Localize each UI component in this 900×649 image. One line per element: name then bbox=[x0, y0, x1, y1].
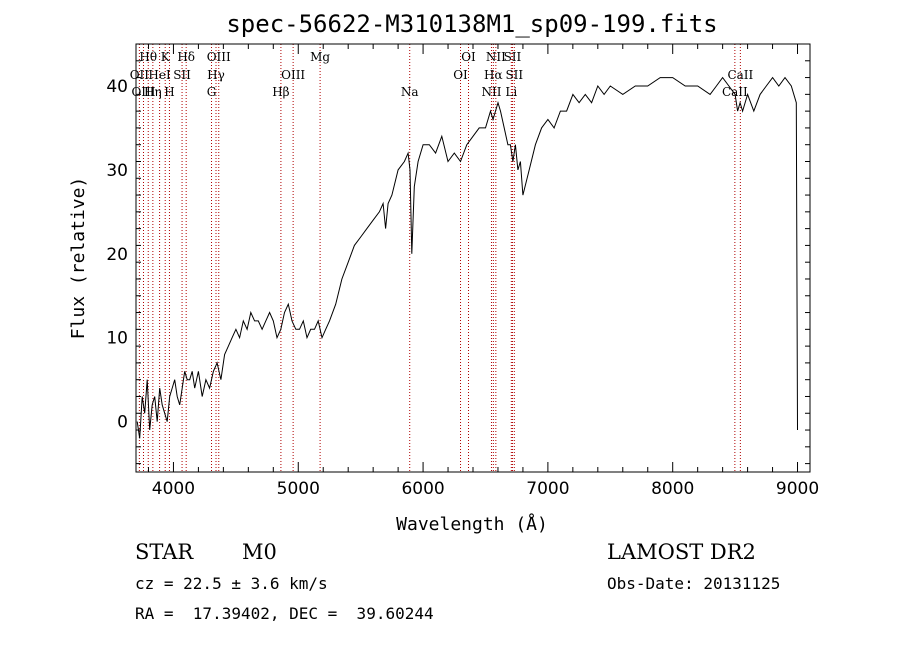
spectral-line-labels: Hθ OII OIII K HeI Hη SII H Hδ OIII Hγ G Mg OIII Hβ Na OI… bbox=[130, 50, 754, 99]
x-tick-label: 9000 bbox=[776, 479, 819, 499]
line-label-15: Na bbox=[401, 85, 419, 99]
x-tick-label: 5000 bbox=[277, 479, 320, 499]
line-label-25: CaII bbox=[722, 85, 748, 99]
x-tick-label: 4000 bbox=[152, 479, 195, 499]
observation-date: Obs-Date: 20131125 bbox=[607, 574, 781, 593]
object-subclass: M0 bbox=[242, 540, 277, 564]
line-label-3: K bbox=[161, 50, 171, 64]
x-tick-label: 8000 bbox=[651, 479, 694, 499]
x-tick-label: 7000 bbox=[526, 479, 569, 499]
y-tick-label: 30 bbox=[106, 161, 128, 181]
survey-name: LAMOST DR2 bbox=[607, 540, 756, 564]
line-label-4: HeI bbox=[148, 68, 171, 82]
line-label-7: H bbox=[164, 85, 174, 99]
line-label-14: Hβ bbox=[272, 85, 289, 99]
line-label-21: SII bbox=[505, 68, 523, 82]
y-tick-label: 10 bbox=[106, 329, 128, 349]
line-label-1: OII bbox=[130, 68, 150, 82]
spectral-line-markers bbox=[138, 44, 741, 472]
x-axis-ticks: 4000 5000 6000 7000 8000 9000 bbox=[147, 44, 819, 499]
line-label-6: SII bbox=[173, 68, 191, 82]
x-axis-label: Wavelength (Å) bbox=[396, 513, 548, 535]
line-label-16: OI bbox=[461, 50, 476, 64]
chart-title: spec-56622-M310138M1_sp09-199.fits bbox=[226, 10, 717, 38]
line-label-10: Hγ bbox=[207, 68, 225, 82]
line-label-17: OI bbox=[453, 68, 468, 82]
line-label-23: Li bbox=[505, 85, 517, 99]
line-label-9: OIII bbox=[207, 50, 231, 64]
line-label-0: Hθ bbox=[139, 50, 157, 64]
line-label-8: Hδ bbox=[177, 50, 195, 64]
y-tick-label: 20 bbox=[106, 245, 128, 265]
line-label-19: SII bbox=[504, 50, 522, 64]
coordinates-text: RA = 17.39402, DEC = 39.60244 bbox=[135, 604, 434, 623]
line-label-5: Hη bbox=[144, 85, 162, 99]
x-tick-label: 6000 bbox=[401, 479, 444, 499]
line-label-20: Hα bbox=[484, 68, 503, 82]
redshift-text: cz = 22.5 ± 3.6 km/s bbox=[135, 574, 328, 593]
line-label-2: OIII bbox=[131, 85, 155, 99]
y-tick-label: 40 bbox=[106, 77, 128, 97]
plot-frame bbox=[135, 43, 811, 473]
object-class: STAR bbox=[135, 540, 194, 564]
y-axis-label: Flux (relative) bbox=[68, 177, 89, 340]
y-axis-ticks: 0 10 20 30 40 bbox=[106, 43, 810, 465]
line-label-11: G bbox=[207, 85, 217, 99]
line-label-22: NII bbox=[481, 85, 501, 99]
line-label-24: CaII bbox=[727, 68, 753, 82]
y-tick-label: 0 bbox=[117, 413, 128, 433]
line-label-13: OIII bbox=[281, 68, 305, 82]
line-label-18: NII bbox=[486, 50, 506, 64]
spectrum-series-line bbox=[136, 76, 798, 439]
line-label-12: Mg bbox=[310, 50, 330, 64]
